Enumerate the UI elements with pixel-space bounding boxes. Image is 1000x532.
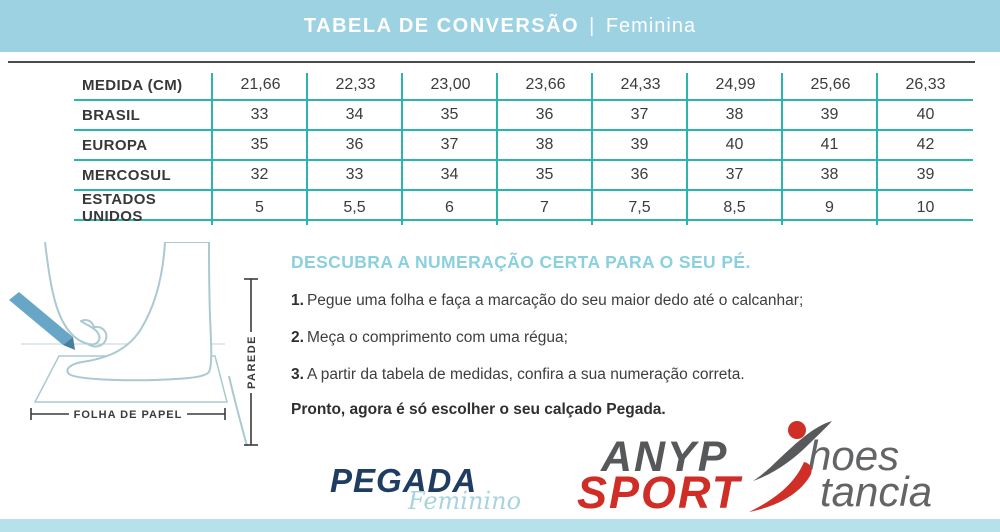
- size-value-cell: 8,5: [688, 191, 783, 225]
- table-row: MEDIDA (CM) 21,66 22,33 23,00 23,66 24,33 24,9…: [74, 63, 973, 101]
- size-value-cell: 40: [916, 106, 935, 123]
- title-separator: |: [589, 14, 596, 37]
- size-value-cell: 39: [783, 101, 878, 129]
- step-text: Pegue uma folha e faça a marcação do seu…: [306, 292, 804, 309]
- size-value-cell: 6: [403, 191, 498, 225]
- hand-fingers: [80, 318, 108, 348]
- foot-outline: [66, 242, 213, 382]
- step-number: 3.: [291, 366, 304, 383]
- size-value-cell: 35: [498, 161, 593, 189]
- instruction-step-3: 3. A partir da tabela de medidas, confira…: [291, 366, 981, 384]
- size-value-cell: 5,5: [308, 191, 403, 225]
- size-value-cell: 38: [783, 161, 878, 189]
- step-number: 1.: [291, 292, 304, 309]
- pegada-feminino-script: Feminino: [408, 487, 522, 515]
- size-value-cell: 41: [783, 131, 878, 159]
- pegada-logo: PEGADA Feminino: [330, 462, 530, 515]
- size-value-cell: 34: [403, 161, 498, 189]
- row-label: MERCOSUL: [74, 161, 213, 189]
- wall-base-line: [228, 375, 248, 447]
- foot-measure-illustration: FOLHA DE PAPEL PAREDE: [9, 242, 258, 447]
- size-value-cell: 39: [593, 131, 688, 159]
- step-number: 2.: [291, 329, 304, 346]
- size-value-cell: 23,00: [403, 63, 498, 99]
- paper-sheet: [33, 355, 228, 403]
- step-text: A partir da tabela de medidas, confira a…: [306, 366, 745, 383]
- pegada-wordmark: PEGADA: [330, 462, 478, 499]
- size-value-cell: 40: [688, 131, 783, 159]
- size-table: MEDIDA (CM) 21,66 22,33 23,00 23,66 24,33 24,9…: [74, 63, 973, 225]
- instructions-block: DESCUBRA A NUMERAÇÃO CERTA PARA O SEU PÉ…: [291, 252, 981, 419]
- paper-dimension: [30, 408, 226, 420]
- size-value-cell: 37: [688, 161, 783, 189]
- row-label: BRASIL: [74, 101, 213, 129]
- size-value-cell: 38: [498, 131, 593, 159]
- row-label: ESTADOS UNIDOS: [74, 191, 213, 225]
- header-bar: TABELA DE CONVERSÃO | Feminina: [0, 0, 1000, 52]
- runner-figure-icon: [749, 421, 832, 512]
- size-value-cell: 42: [916, 136, 935, 153]
- size-value-cell: 21,66: [213, 63, 308, 99]
- size-value-cell: 7,5: [593, 191, 688, 225]
- wall-dimension: [244, 278, 258, 446]
- tancia-suffix-text: tancia: [820, 468, 933, 515]
- step-text: Meça o comprimento com uma régua;: [306, 329, 568, 346]
- bottom-accent-bar: [0, 519, 1000, 532]
- table-row: MERCOSUL 32 33 34 35 36 37 38 39: [74, 161, 973, 191]
- row-label: MEDIDA (CM): [74, 63, 213, 99]
- table-top-rule: [8, 61, 975, 63]
- pencil-icon: [9, 292, 73, 345]
- size-value-cell: 35: [213, 131, 308, 159]
- size-value-cell: 33: [308, 161, 403, 189]
- table-row: BRASIL 33 34 35 36 37 38 39 40: [74, 101, 973, 131]
- instructions-closing: Pronto, agora é só escolher o seu calçad…: [291, 401, 666, 418]
- shoes-suffix-text: hoes: [808, 432, 900, 479]
- size-value-cell: 34: [308, 101, 403, 129]
- size-value-cell: 32: [213, 161, 308, 189]
- size-value-cell: 37: [593, 101, 688, 129]
- instruction-step-2: 2. Meça o comprimento com uma régua;: [291, 329, 981, 347]
- page-title: TABELA DE CONVERSÃO: [303, 14, 580, 37]
- table-row: ESTADOS UNIDOS 5 5,5 6 7 7,5 8,5 9 10: [74, 191, 973, 225]
- size-value-cell: 33: [213, 101, 308, 129]
- size-value-cell: 24,99: [688, 63, 783, 99]
- size-value-cell: 36: [308, 131, 403, 159]
- anyp-wordmark: ANYP: [601, 433, 729, 481]
- size-value-cell: 37: [403, 131, 498, 159]
- wall-dimension-label: PAREDE: [246, 335, 258, 389]
- anypsport-logo: ANYP hoes SPORT tancia: [570, 415, 990, 525]
- size-value-cell: 10: [916, 199, 935, 216]
- size-value-cell: 22,33: [308, 63, 403, 99]
- size-value-cell: 38: [688, 101, 783, 129]
- instruction-step-1: 1. Pegue uma folha e faça a marcação do s…: [291, 292, 981, 310]
- table-row: EUROPA 35 36 37 38 39 40 41 42: [74, 131, 973, 161]
- size-value-cell: 23,66: [498, 63, 593, 99]
- size-value-cell: 26,33: [905, 76, 946, 93]
- pencil-tip: [63, 337, 75, 350]
- size-value-cell: 25,66: [783, 63, 878, 99]
- row-label: EUROPA: [74, 131, 213, 159]
- instructions-heading: DESCUBRA A NUMERAÇÃO CERTA PARA O SEU PÉ…: [291, 252, 751, 272]
- size-value-cell: 35: [403, 101, 498, 129]
- size-value-cell: 36: [498, 101, 593, 129]
- size-value-cell: 24,33: [593, 63, 688, 99]
- sport-wordmark: SPORT: [577, 467, 742, 518]
- page-subtitle: Feminina: [605, 14, 697, 37]
- size-value-cell: 5: [213, 191, 308, 225]
- size-value-cell: 39: [916, 166, 935, 183]
- paper-dimension-label: FOLHA DE PAPEL: [74, 409, 183, 421]
- size-value-cell: 7: [498, 191, 593, 225]
- size-value-cell: 9: [783, 191, 878, 225]
- size-value-cell: 36: [593, 161, 688, 189]
